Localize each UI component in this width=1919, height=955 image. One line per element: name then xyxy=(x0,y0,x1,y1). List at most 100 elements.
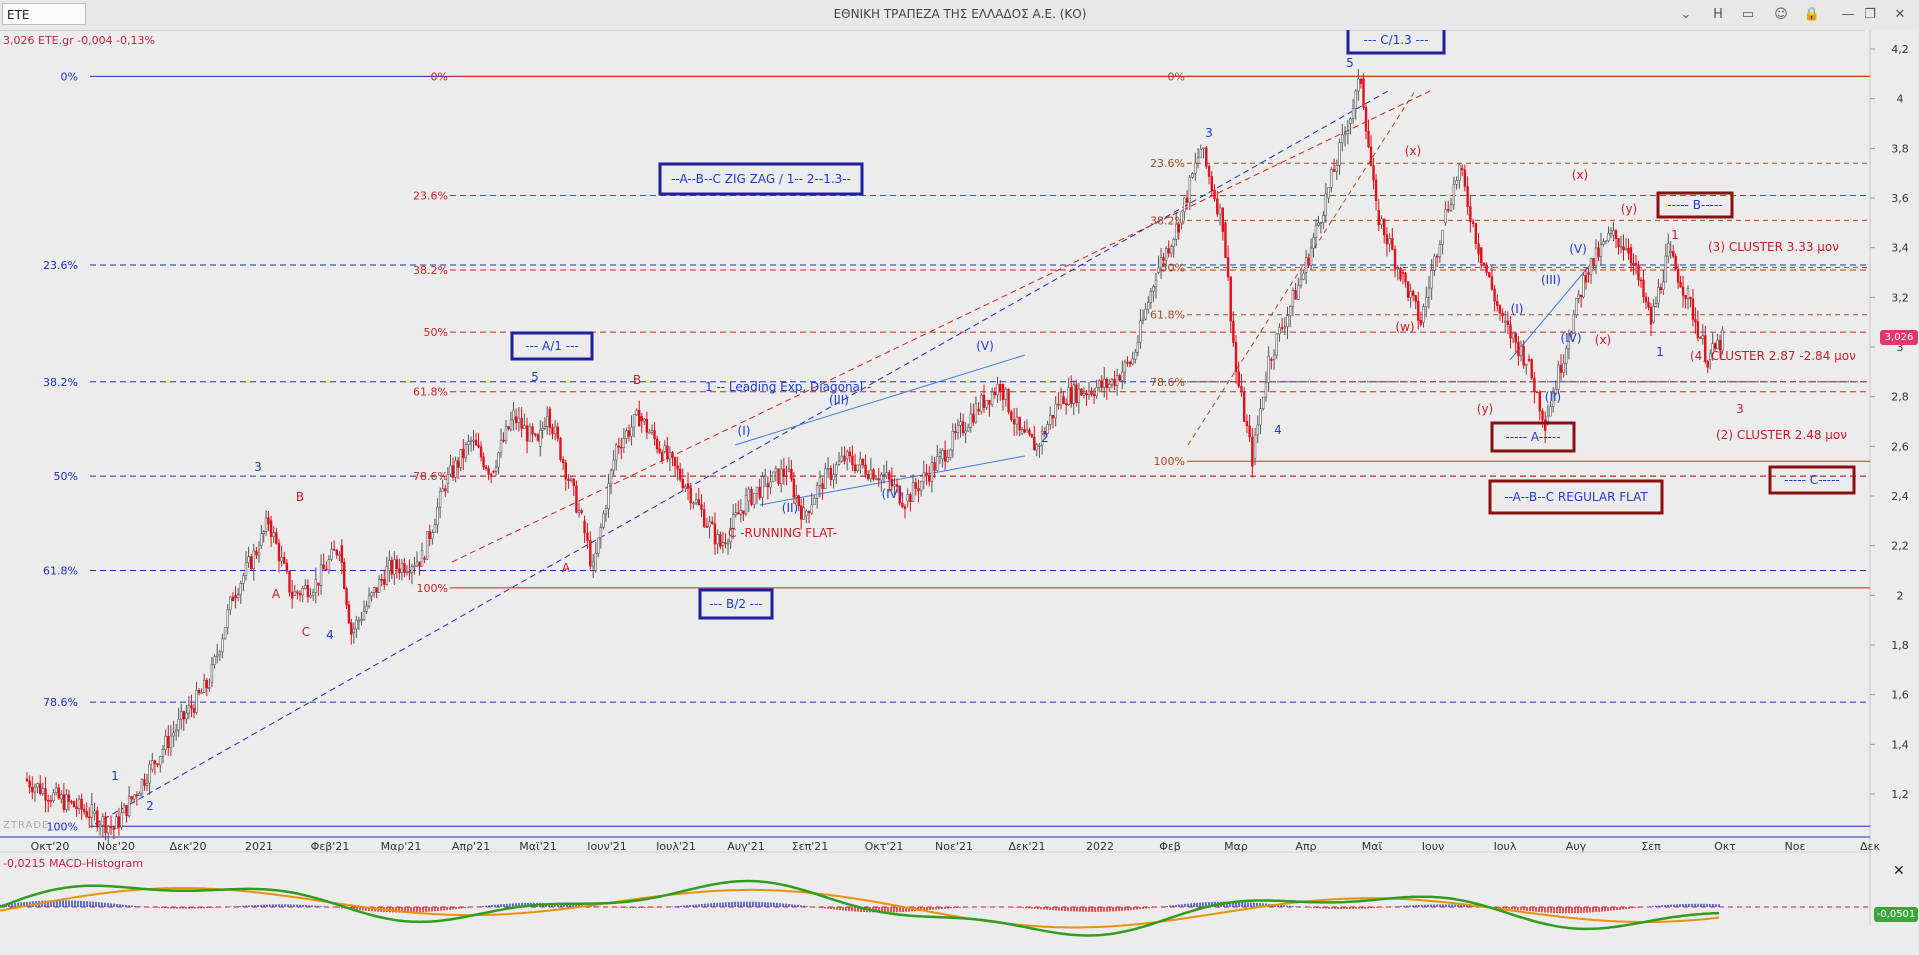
candle-body xyxy=(559,437,562,460)
candle-body xyxy=(928,475,931,482)
candle-body xyxy=(482,456,485,468)
candle-body xyxy=(1609,230,1613,234)
lock-icon[interactable]: 🔒 xyxy=(1803,7,1821,22)
layout-icon[interactable]: ▭ xyxy=(1741,7,1755,22)
candle-body xyxy=(423,557,426,560)
candle-body xyxy=(859,458,862,466)
x-tick-label: Μαϊ xyxy=(1362,840,1383,853)
candle-body xyxy=(1565,348,1568,364)
candle-body xyxy=(383,579,386,585)
annotation-text: (4) CLUSTER 2.87 -2.84 μον xyxy=(1690,349,1856,363)
candle-body xyxy=(1716,339,1719,349)
candle-body xyxy=(122,804,126,814)
candle-body xyxy=(70,801,73,803)
y-tick-label: 1,4 xyxy=(1891,738,1909,751)
candle-body xyxy=(1577,294,1580,299)
candle-body xyxy=(514,416,518,424)
candle-body xyxy=(1007,388,1010,413)
candle-body xyxy=(190,705,193,709)
candle-body xyxy=(914,482,917,489)
candle-body xyxy=(1549,406,1552,417)
candle-body xyxy=(1242,391,1246,422)
candle-body xyxy=(451,465,455,478)
candle-body xyxy=(1406,281,1410,298)
wave-label: 3 xyxy=(1736,402,1744,416)
h-icon[interactable]: H xyxy=(1713,7,1723,22)
candle-body xyxy=(1425,297,1428,308)
fib-red-label: 100% xyxy=(417,582,448,595)
candle-body xyxy=(1533,377,1536,393)
candle-body xyxy=(1248,425,1251,438)
candle-body xyxy=(208,687,211,689)
candle-body xyxy=(1627,247,1630,254)
candle-body xyxy=(708,521,711,527)
candle-body xyxy=(1095,387,1098,397)
candle-body xyxy=(75,806,78,810)
x-tick-label: Νοε xyxy=(1785,840,1806,853)
chat-icon[interactable]: ☺ xyxy=(1774,7,1788,22)
candle-body xyxy=(140,779,144,794)
candle-body xyxy=(492,470,495,473)
candle-body xyxy=(1667,243,1670,257)
y-axis-area xyxy=(1865,30,1919,925)
candle-body xyxy=(425,531,429,560)
fib-brown-label: 50% xyxy=(1161,262,1185,275)
candle-body xyxy=(1159,257,1163,269)
candle-body xyxy=(223,627,227,640)
candle-body xyxy=(415,561,419,567)
candle-body xyxy=(380,579,383,581)
candle-body xyxy=(541,427,544,431)
candle-body xyxy=(1304,257,1308,273)
price-chart[interactable]: 1,2 1,4 1,6 1,8 2 2,2 2,4 2,6 2,8 3 3,2 3,4 3,6 3,8 4 4… xyxy=(0,30,1919,955)
macd-legend: -0,0215 MACD-Histogram xyxy=(3,857,143,870)
candle-body xyxy=(1115,375,1119,386)
candle-body xyxy=(130,796,133,800)
candle-body xyxy=(1584,275,1588,283)
candle-body xyxy=(257,552,261,556)
wave-label: (IV) xyxy=(1560,331,1581,345)
symbol-input[interactable]: ETE xyxy=(2,3,86,25)
candle-body xyxy=(874,478,878,481)
candle-body xyxy=(632,414,636,428)
candle-body xyxy=(1452,183,1456,206)
minimize-icon[interactable]: — xyxy=(1841,7,1855,22)
candle-body xyxy=(1617,238,1620,248)
x-tick-label: Φεβ'21 xyxy=(311,840,350,853)
chevron-down-icon[interactable]: ⌄ xyxy=(1680,7,1692,22)
candle-body xyxy=(1367,130,1370,148)
candle-body xyxy=(625,430,628,439)
wave-label: (V) xyxy=(1569,242,1587,256)
fib-brown-label: 78.6% xyxy=(1150,376,1185,389)
candle-body xyxy=(156,763,159,766)
candle-body xyxy=(365,605,368,612)
candle-body xyxy=(1128,361,1132,365)
candle-body xyxy=(88,816,91,819)
y-tick-label: 2,2 xyxy=(1891,540,1909,553)
candle-body xyxy=(309,595,312,598)
candle-body xyxy=(1711,343,1714,355)
candle-body xyxy=(467,441,470,445)
candle-body xyxy=(135,794,139,797)
candle-body xyxy=(1152,286,1155,292)
restore-icon[interactable]: ❐ xyxy=(1864,7,1876,22)
close-icon[interactable]: ✕ xyxy=(1893,863,1905,879)
wave-label: B xyxy=(296,490,304,504)
wave-label: 4 xyxy=(326,628,334,642)
candle-body xyxy=(826,467,830,470)
candle-body xyxy=(1272,354,1276,361)
candle-body xyxy=(517,417,521,424)
candle-body xyxy=(1669,251,1672,253)
candle-body xyxy=(589,540,592,567)
candle-body xyxy=(829,467,833,480)
candle-body xyxy=(936,456,939,471)
candle-body xyxy=(1364,107,1368,132)
candle-body xyxy=(138,793,141,797)
candle-body xyxy=(1202,147,1205,150)
candle-body xyxy=(446,473,450,484)
candle-body xyxy=(125,804,128,817)
close-icon[interactable]: ✕ xyxy=(1894,7,1906,22)
candle-body xyxy=(1672,251,1675,257)
candle-body xyxy=(612,459,615,471)
candle-body xyxy=(1280,327,1284,329)
candle-body xyxy=(1335,164,1339,172)
